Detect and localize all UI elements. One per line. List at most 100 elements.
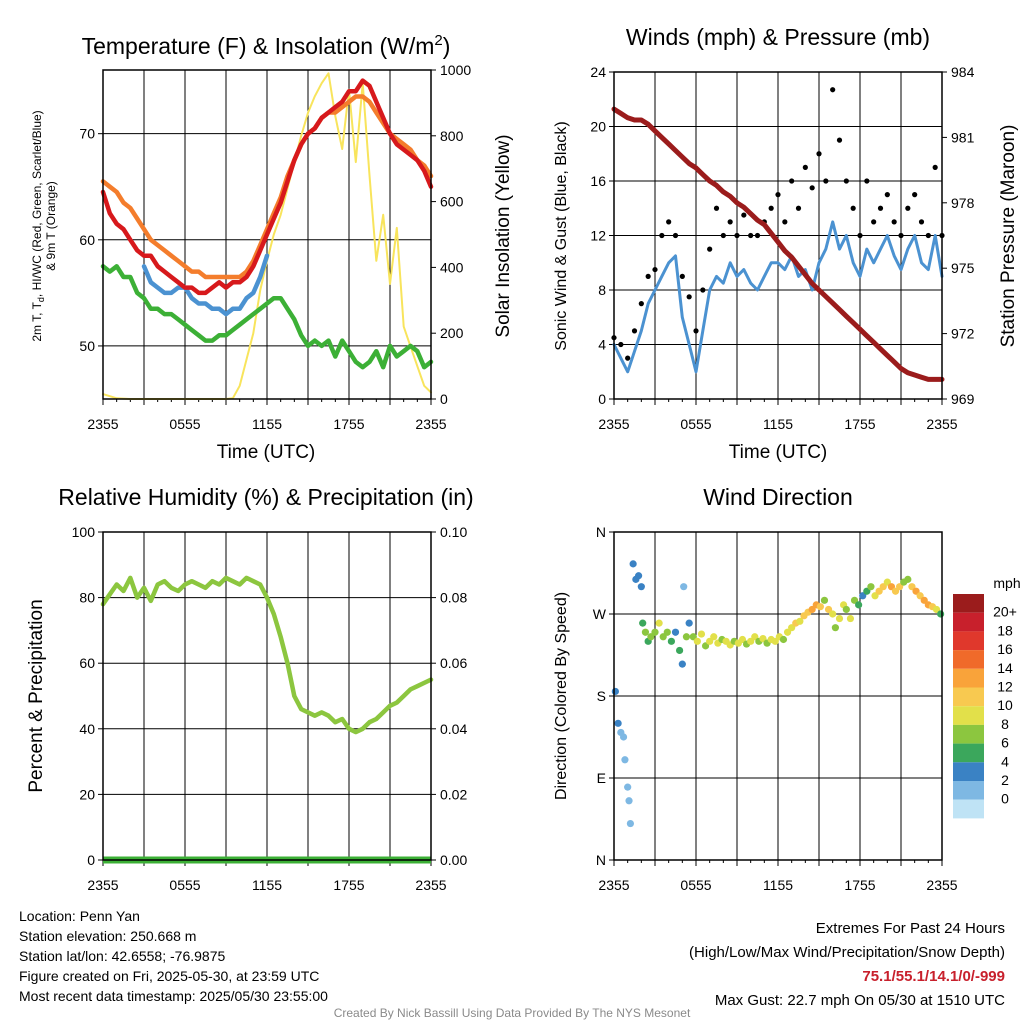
legend-swatch (953, 724, 984, 744)
legend-label: 12 (997, 679, 1013, 695)
x-tick-label: 2355 (415, 877, 446, 893)
gust-point (638, 301, 644, 307)
grid-1: 50 60 70 0 200 400 600 800 1000 2355 0555 1155 1755 2… (79, 62, 471, 432)
gust-point (782, 219, 788, 225)
gust-point (618, 341, 624, 348)
x-tick-label: 1755 (844, 877, 875, 893)
y-tick-label: E (597, 770, 606, 786)
gust-point (652, 266, 658, 273)
direction-point (685, 619, 693, 627)
direction-point (678, 660, 686, 668)
gust-point (891, 219, 897, 225)
grid-2: 0 4 8 12 16 20 24 969 972 975 978 981 984 2355 0555 115… (590, 64, 974, 432)
direction-point (621, 756, 629, 764)
y-tick-label: 60 (79, 232, 95, 248)
y2-tick-label: 1000 (440, 62, 471, 78)
gust-point (672, 232, 679, 239)
legend-label: 4 (1001, 753, 1009, 769)
pressure-line (611, 106, 945, 382)
y-tick-label: 60 (79, 655, 95, 671)
humidity-title: Relative Humidity (%) & Precipitation (i… (58, 484, 473, 510)
gust-point (734, 232, 740, 239)
gust-point (864, 178, 870, 184)
x-tick-label: 1155 (252, 416, 282, 432)
gust-point (871, 219, 877, 225)
legend-swatch (953, 762, 984, 781)
gust-point (830, 87, 836, 93)
gust-point (836, 137, 843, 143)
x-tick-label: 2355 (926, 416, 957, 432)
y-tick-label: 80 (79, 590, 95, 606)
svg-text:2m T, Td, HI/WC (Red, Green, S: 2m T, Td, HI/WC (Red, Green, Scarlet/Blu… (30, 110, 46, 341)
direction-point (626, 819, 635, 828)
winds-title: Winds (mph) & Pressure (mb) (626, 24, 930, 50)
direction-point (639, 619, 647, 627)
gust-point (741, 212, 747, 218)
gust-point (905, 205, 911, 211)
wind-direction-panel: Wind Direction Direction (Colored By Spe… (553, 484, 1021, 893)
legend-swatch (953, 631, 984, 651)
x-tick-label: 1755 (333, 877, 364, 893)
gust-point (789, 178, 795, 184)
humidity-line (100, 575, 434, 735)
temperature-ylabel: 2m T, Td, HI/WC (Red, Green, Scarlet/Blu… (30, 110, 58, 341)
station-info: Location: Penn Yan Station elevation: 25… (19, 906, 328, 1006)
x-tick-label: 0555 (680, 877, 711, 893)
gust-point (809, 185, 815, 191)
y-tick-label: S (597, 688, 606, 704)
gust-point (857, 232, 863, 239)
y-tick-label: 20 (79, 786, 95, 802)
data-timestamp: Most recent data timestamp: 2025/05/30 2… (19, 988, 328, 1004)
legend-swatch (953, 743, 984, 763)
direction-point (710, 633, 718, 641)
x-tick-label: 2355 (415, 416, 446, 432)
direction-point (867, 583, 875, 591)
gust-point (693, 328, 699, 334)
gust-point (754, 232, 761, 239)
svg-text:& 9m T (Orange): & 9m T (Orange) (44, 181, 58, 271)
y2-tick-label: 975 (951, 260, 975, 276)
wind-direction-ylabel: Direction (Colored By Speed) (553, 592, 570, 800)
x-tick-label: 1155 (763, 877, 793, 893)
gust-point (727, 219, 733, 225)
legend-label: 2 (1001, 772, 1009, 788)
x-tick-label: 2355 (87, 877, 118, 893)
gust-point (816, 151, 822, 157)
legend-label: 14 (997, 660, 1013, 676)
winds-xlabel: Time (UTC) (729, 442, 828, 463)
gust-point (912, 192, 918, 198)
x-tick-label: 1155 (252, 877, 282, 893)
y2-tick-label: 0.00 (440, 852, 467, 868)
speed-legend: mph 20+ 18 16 14 12 10 8 6 4 2 0 (953, 575, 1021, 819)
y-tick-label: 0 (87, 852, 95, 868)
temp2m-line (100, 78, 434, 296)
station-location: Location: Penn Yan (19, 908, 140, 924)
legend-label: 18 (997, 622, 1013, 638)
windchill-line (141, 253, 270, 317)
extremes-heading: Extremes For Past 24 Hours (815, 920, 1005, 937)
direction-point (816, 603, 824, 611)
legend-label: 16 (997, 641, 1013, 657)
direction-point (619, 733, 628, 741)
plot-frame (102, 69, 432, 400)
y-tick-label: 24 (590, 64, 606, 80)
gust-point (918, 219, 925, 225)
direction-point (846, 614, 855, 623)
y2-tick-label: 978 (951, 195, 975, 211)
humidity-ylabel: Percent & Precipitation (26, 599, 47, 792)
x-tick-label: 2355 (87, 416, 118, 432)
station-elevation: Station elevation: 250.668 m (19, 928, 197, 944)
direction-point (693, 637, 701, 645)
direction-point (937, 610, 945, 618)
gust-point (666, 219, 672, 225)
legend-swatch (953, 781, 984, 800)
direction-point (855, 601, 863, 609)
direction-point (611, 687, 619, 696)
extremes-values: 75.1/55.1/14.1/0/-999 (862, 968, 1005, 985)
direction-point (676, 646, 684, 655)
y-tick-label: 20 (590, 119, 606, 135)
direction-point (625, 797, 633, 805)
x-tick-label: 0555 (169, 877, 200, 893)
direction-point (641, 628, 650, 636)
